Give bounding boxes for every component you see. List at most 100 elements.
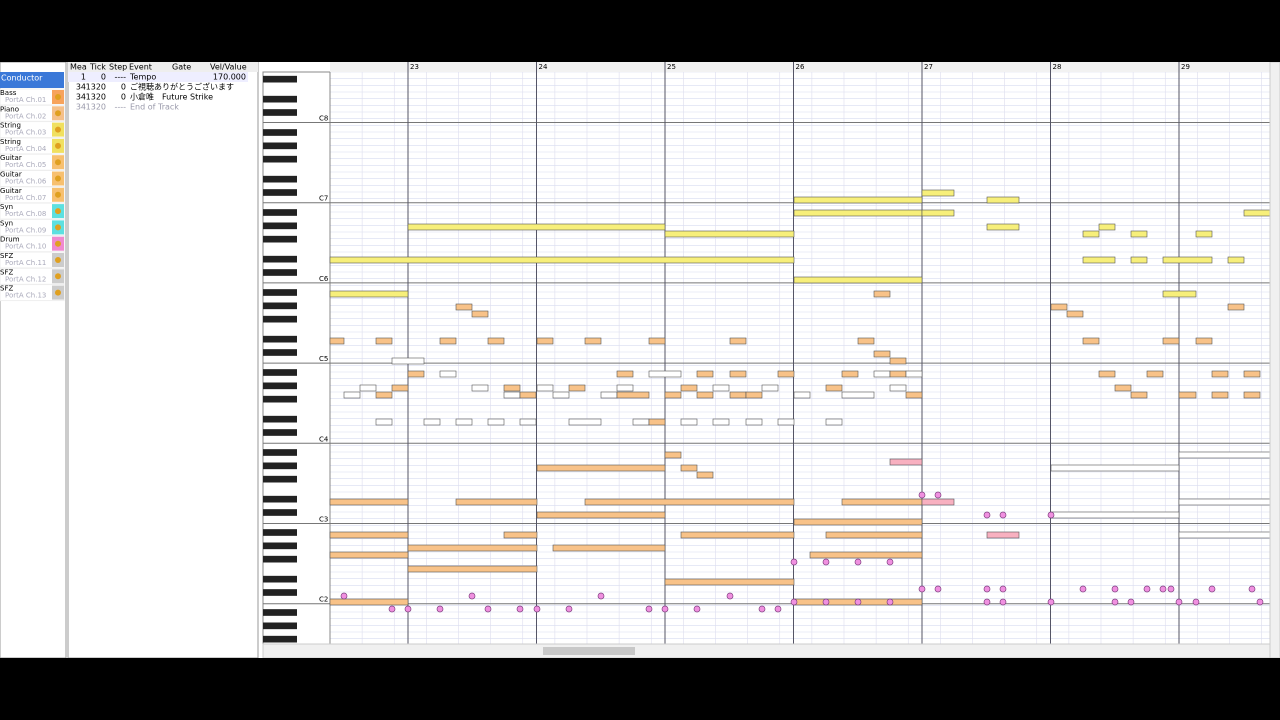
note[interactable]	[793, 196, 923, 204]
event-cell[interactable]: 1	[81, 73, 86, 82]
note[interactable]	[1243, 370, 1261, 378]
note[interactable]	[793, 518, 923, 526]
note[interactable]	[471, 310, 489, 318]
note[interactable]	[889, 458, 923, 466]
drum-hit[interactable]	[1111, 598, 1119, 606]
v-scrollbar[interactable]	[1269, 61, 1280, 659]
drum-hit[interactable]	[886, 598, 894, 606]
note[interactable]	[616, 370, 634, 378]
note[interactable]	[1098, 223, 1116, 231]
drum-hit[interactable]	[774, 605, 782, 613]
drum-hit[interactable]	[533, 605, 541, 613]
event-cell[interactable]: 1320	[86, 93, 106, 102]
note[interactable]	[664, 451, 682, 459]
note[interactable]	[359, 384, 377, 392]
drum-hit[interactable]	[758, 605, 766, 613]
note[interactable]	[761, 384, 779, 392]
drum-hit[interactable]	[999, 598, 1007, 606]
drum-hit[interactable]	[1047, 511, 1055, 519]
drum-hit[interactable]	[1143, 585, 1151, 593]
event-cell[interactable]: 1320	[86, 103, 106, 112]
drum-hit[interactable]	[565, 605, 573, 613]
drum-hit[interactable]	[340, 592, 348, 600]
note[interactable]	[568, 384, 586, 392]
note[interactable]	[648, 337, 666, 345]
note[interactable]	[712, 418, 730, 426]
event-cell[interactable]: Tempo	[129, 73, 156, 82]
note[interactable]	[664, 230, 795, 238]
drum-hit[interactable]	[854, 598, 862, 606]
note[interactable]	[407, 565, 538, 573]
note[interactable]	[584, 337, 602, 345]
note[interactable]	[1162, 337, 1180, 345]
note[interactable]	[391, 384, 409, 392]
note[interactable]	[1243, 391, 1261, 399]
note[interactable]	[455, 303, 473, 311]
note[interactable]	[375, 418, 393, 426]
note[interactable]	[1130, 256, 1148, 264]
note[interactable]	[745, 418, 763, 426]
note[interactable]	[1050, 303, 1068, 311]
event-cell[interactable]: 1320	[86, 83, 106, 92]
note[interactable]	[1082, 337, 1100, 345]
note[interactable]	[745, 391, 763, 399]
note[interactable]	[793, 276, 923, 284]
note[interactable]	[664, 391, 682, 399]
note[interactable]	[439, 370, 457, 378]
note[interactable]	[873, 350, 891, 358]
note[interactable]	[1211, 391, 1229, 399]
drum-hit[interactable]	[822, 598, 830, 606]
drum-hit[interactable]	[983, 598, 991, 606]
event-cell[interactable]: End of Track	[130, 103, 179, 112]
note[interactable]	[664, 578, 795, 586]
note[interactable]	[552, 544, 666, 552]
note[interactable]	[1146, 370, 1164, 378]
note[interactable]	[329, 256, 795, 264]
drum-hit[interactable]	[693, 605, 701, 613]
note[interactable]	[1130, 230, 1148, 238]
drum-hit[interactable]	[1111, 585, 1119, 593]
note[interactable]	[329, 551, 409, 559]
note[interactable]	[921, 498, 955, 506]
note[interactable]	[632, 418, 650, 426]
note[interactable]	[1082, 230, 1100, 238]
event-cell[interactable]: 0	[121, 83, 126, 92]
note[interactable]	[729, 391, 747, 399]
note[interactable]	[921, 209, 955, 217]
note[interactable]	[1195, 337, 1213, 345]
note[interactable]	[921, 189, 955, 197]
note[interactable]	[552, 391, 570, 399]
note[interactable]	[696, 370, 714, 378]
note[interactable]	[1050, 511, 1180, 519]
note[interactable]	[343, 391, 361, 399]
note[interactable]	[986, 531, 1020, 539]
drum-hit[interactable]	[1127, 598, 1135, 606]
note[interactable]	[986, 196, 1020, 204]
drum-hit[interactable]	[934, 585, 942, 593]
note[interactable]	[1211, 370, 1229, 378]
note[interactable]	[712, 384, 730, 392]
note[interactable]	[1195, 230, 1213, 238]
drum-hit[interactable]	[516, 605, 524, 613]
drum-hit[interactable]	[790, 558, 798, 566]
note[interactable]	[536, 384, 554, 392]
event-cell[interactable]: 34	[76, 103, 86, 112]
note[interactable]	[439, 337, 457, 345]
drum-hit[interactable]	[404, 605, 412, 613]
event-cell[interactable]: 0	[121, 93, 126, 102]
event-cell[interactable]: ご視聴ありがとうございます	[130, 82, 234, 92]
note[interactable]	[648, 370, 682, 378]
drum-hit[interactable]	[645, 605, 653, 613]
note[interactable]	[536, 511, 666, 519]
note[interactable]	[487, 418, 505, 426]
note[interactable]	[696, 471, 714, 479]
note[interactable]	[793, 391, 811, 399]
note[interactable]	[375, 337, 393, 345]
note[interactable]	[329, 498, 409, 506]
note[interactable]	[600, 391, 618, 399]
note[interactable]	[1098, 370, 1116, 378]
event-cell[interactable]: ----	[114, 73, 126, 82]
drum-hit[interactable]	[1047, 598, 1055, 606]
note[interactable]	[329, 598, 409, 606]
note[interactable]	[809, 551, 923, 559]
